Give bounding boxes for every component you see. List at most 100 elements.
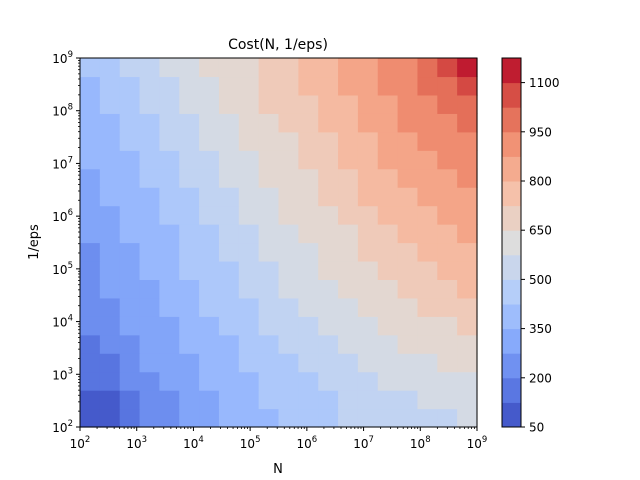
colorbar-tick-label: 800 — [529, 175, 552, 189]
heatmap-cell — [238, 94, 260, 114]
heatmap-cell — [159, 205, 180, 225]
heatmap-cell — [457, 297, 478, 317]
colorbar-tick-label: 350 — [529, 322, 552, 336]
y-tick-label: 106 — [52, 208, 73, 224]
heatmap-cell — [80, 316, 101, 336]
heatmap-cell — [179, 187, 200, 207]
heatmap-cell — [119, 187, 141, 207]
heatmap-cell — [437, 187, 458, 207]
heatmap-cell — [318, 279, 339, 299]
heatmap-cell — [80, 131, 101, 151]
heatmap-cell — [238, 390, 260, 410]
heatmap-cell — [80, 58, 101, 78]
heatmap-cell — [80, 205, 101, 225]
heatmap-cell — [338, 94, 359, 114]
heatmap-cell — [357, 316, 379, 336]
heatmap-cell — [397, 242, 419, 262]
heatmap-cell — [218, 316, 240, 336]
colorbar-blocks — [502, 58, 521, 428]
heatmap-cell — [179, 260, 200, 280]
heatmap-cell — [199, 131, 220, 151]
heatmap-cell — [417, 224, 438, 244]
heatmap-cell — [397, 279, 419, 299]
heatmap-cell — [457, 371, 478, 391]
heatmap-cell — [139, 168, 160, 188]
heatmap-cell — [179, 371, 200, 391]
heatmap-cell — [199, 94, 220, 114]
heatmap-cell — [139, 131, 160, 151]
heatmap-cell — [99, 58, 121, 78]
heatmap-cell — [397, 168, 419, 188]
heatmap-cell — [437, 390, 458, 410]
heatmap-cell — [457, 58, 478, 78]
heatmap-cell — [258, 205, 280, 225]
heatmap-cell — [357, 260, 379, 280]
heatmap-cell — [139, 371, 160, 391]
heatmap-cell — [258, 150, 280, 170]
heatmap-cell — [238, 371, 260, 391]
heatmap-cell — [238, 279, 260, 299]
heatmap-cell — [417, 187, 438, 207]
heatmap-cell — [199, 371, 220, 391]
heatmap-cell — [139, 224, 160, 244]
heatmap-cell — [199, 390, 220, 410]
heatmap-cell — [318, 187, 339, 207]
heatmap-cell — [357, 279, 379, 299]
heatmap-cell — [457, 242, 478, 262]
heatmap-cell — [119, 297, 141, 317]
heatmap-cell — [318, 113, 339, 133]
heatmap-cell — [437, 205, 458, 225]
colorbar-block — [502, 230, 521, 256]
heatmap-cell — [377, 408, 399, 428]
heatmap-cell — [258, 353, 280, 373]
heatmap-cell — [119, 279, 141, 299]
y-axis-ticks: 102 103 104 105 106 107 108 109 — [52, 50, 80, 435]
heatmap-cell — [119, 150, 141, 170]
heatmap-cell — [218, 76, 240, 96]
heatmap-cell — [159, 390, 180, 410]
heatmap-cell — [397, 297, 419, 317]
heatmap-cell — [357, 205, 379, 225]
heatmap-cells — [80, 58, 478, 428]
heatmap-cell — [338, 224, 359, 244]
heatmap-cell — [357, 187, 379, 207]
heatmap-cell — [258, 224, 280, 244]
heatmap-cell — [278, 408, 299, 428]
heatmap-cell — [318, 242, 339, 262]
x-tick-label: 105 — [240, 435, 261, 451]
heatmap-cell — [338, 297, 359, 317]
heatmap-cell — [397, 58, 419, 78]
heatmap-cell — [357, 131, 379, 151]
heatmap-cell — [338, 316, 359, 336]
heatmap-cell — [119, 76, 141, 96]
heatmap-cell — [119, 168, 141, 188]
heatmap-cell — [298, 131, 319, 151]
heatmap-cell — [377, 150, 399, 170]
heatmap-cell — [139, 187, 160, 207]
heatmap-cell — [417, 131, 438, 151]
colorbar-block — [502, 131, 521, 157]
heatmap-cell — [80, 113, 101, 133]
heatmap-cell — [199, 224, 220, 244]
heatmap-cell — [338, 58, 359, 78]
heatmap-cell — [298, 150, 319, 170]
heatmap-cell — [417, 390, 438, 410]
heatmap-cell — [318, 58, 339, 78]
heatmap-cell — [199, 408, 220, 428]
heatmap-cell — [238, 260, 260, 280]
colorbar-block — [502, 205, 521, 231]
heatmap-cell — [437, 131, 458, 151]
heatmap-cell — [278, 187, 299, 207]
heatmap-cell — [99, 334, 121, 354]
heatmap-cell — [278, 205, 299, 225]
heatmap-cell — [298, 334, 319, 354]
heatmap-cell — [417, 113, 438, 133]
heatmap-cell — [179, 58, 200, 78]
heatmap-cell — [397, 94, 419, 114]
heatmap-cell — [298, 76, 319, 96]
heatmap-cell — [318, 371, 339, 391]
heatmap-cell — [179, 168, 200, 188]
heatmap-cell — [119, 408, 141, 428]
heatmap-cell — [417, 371, 438, 391]
